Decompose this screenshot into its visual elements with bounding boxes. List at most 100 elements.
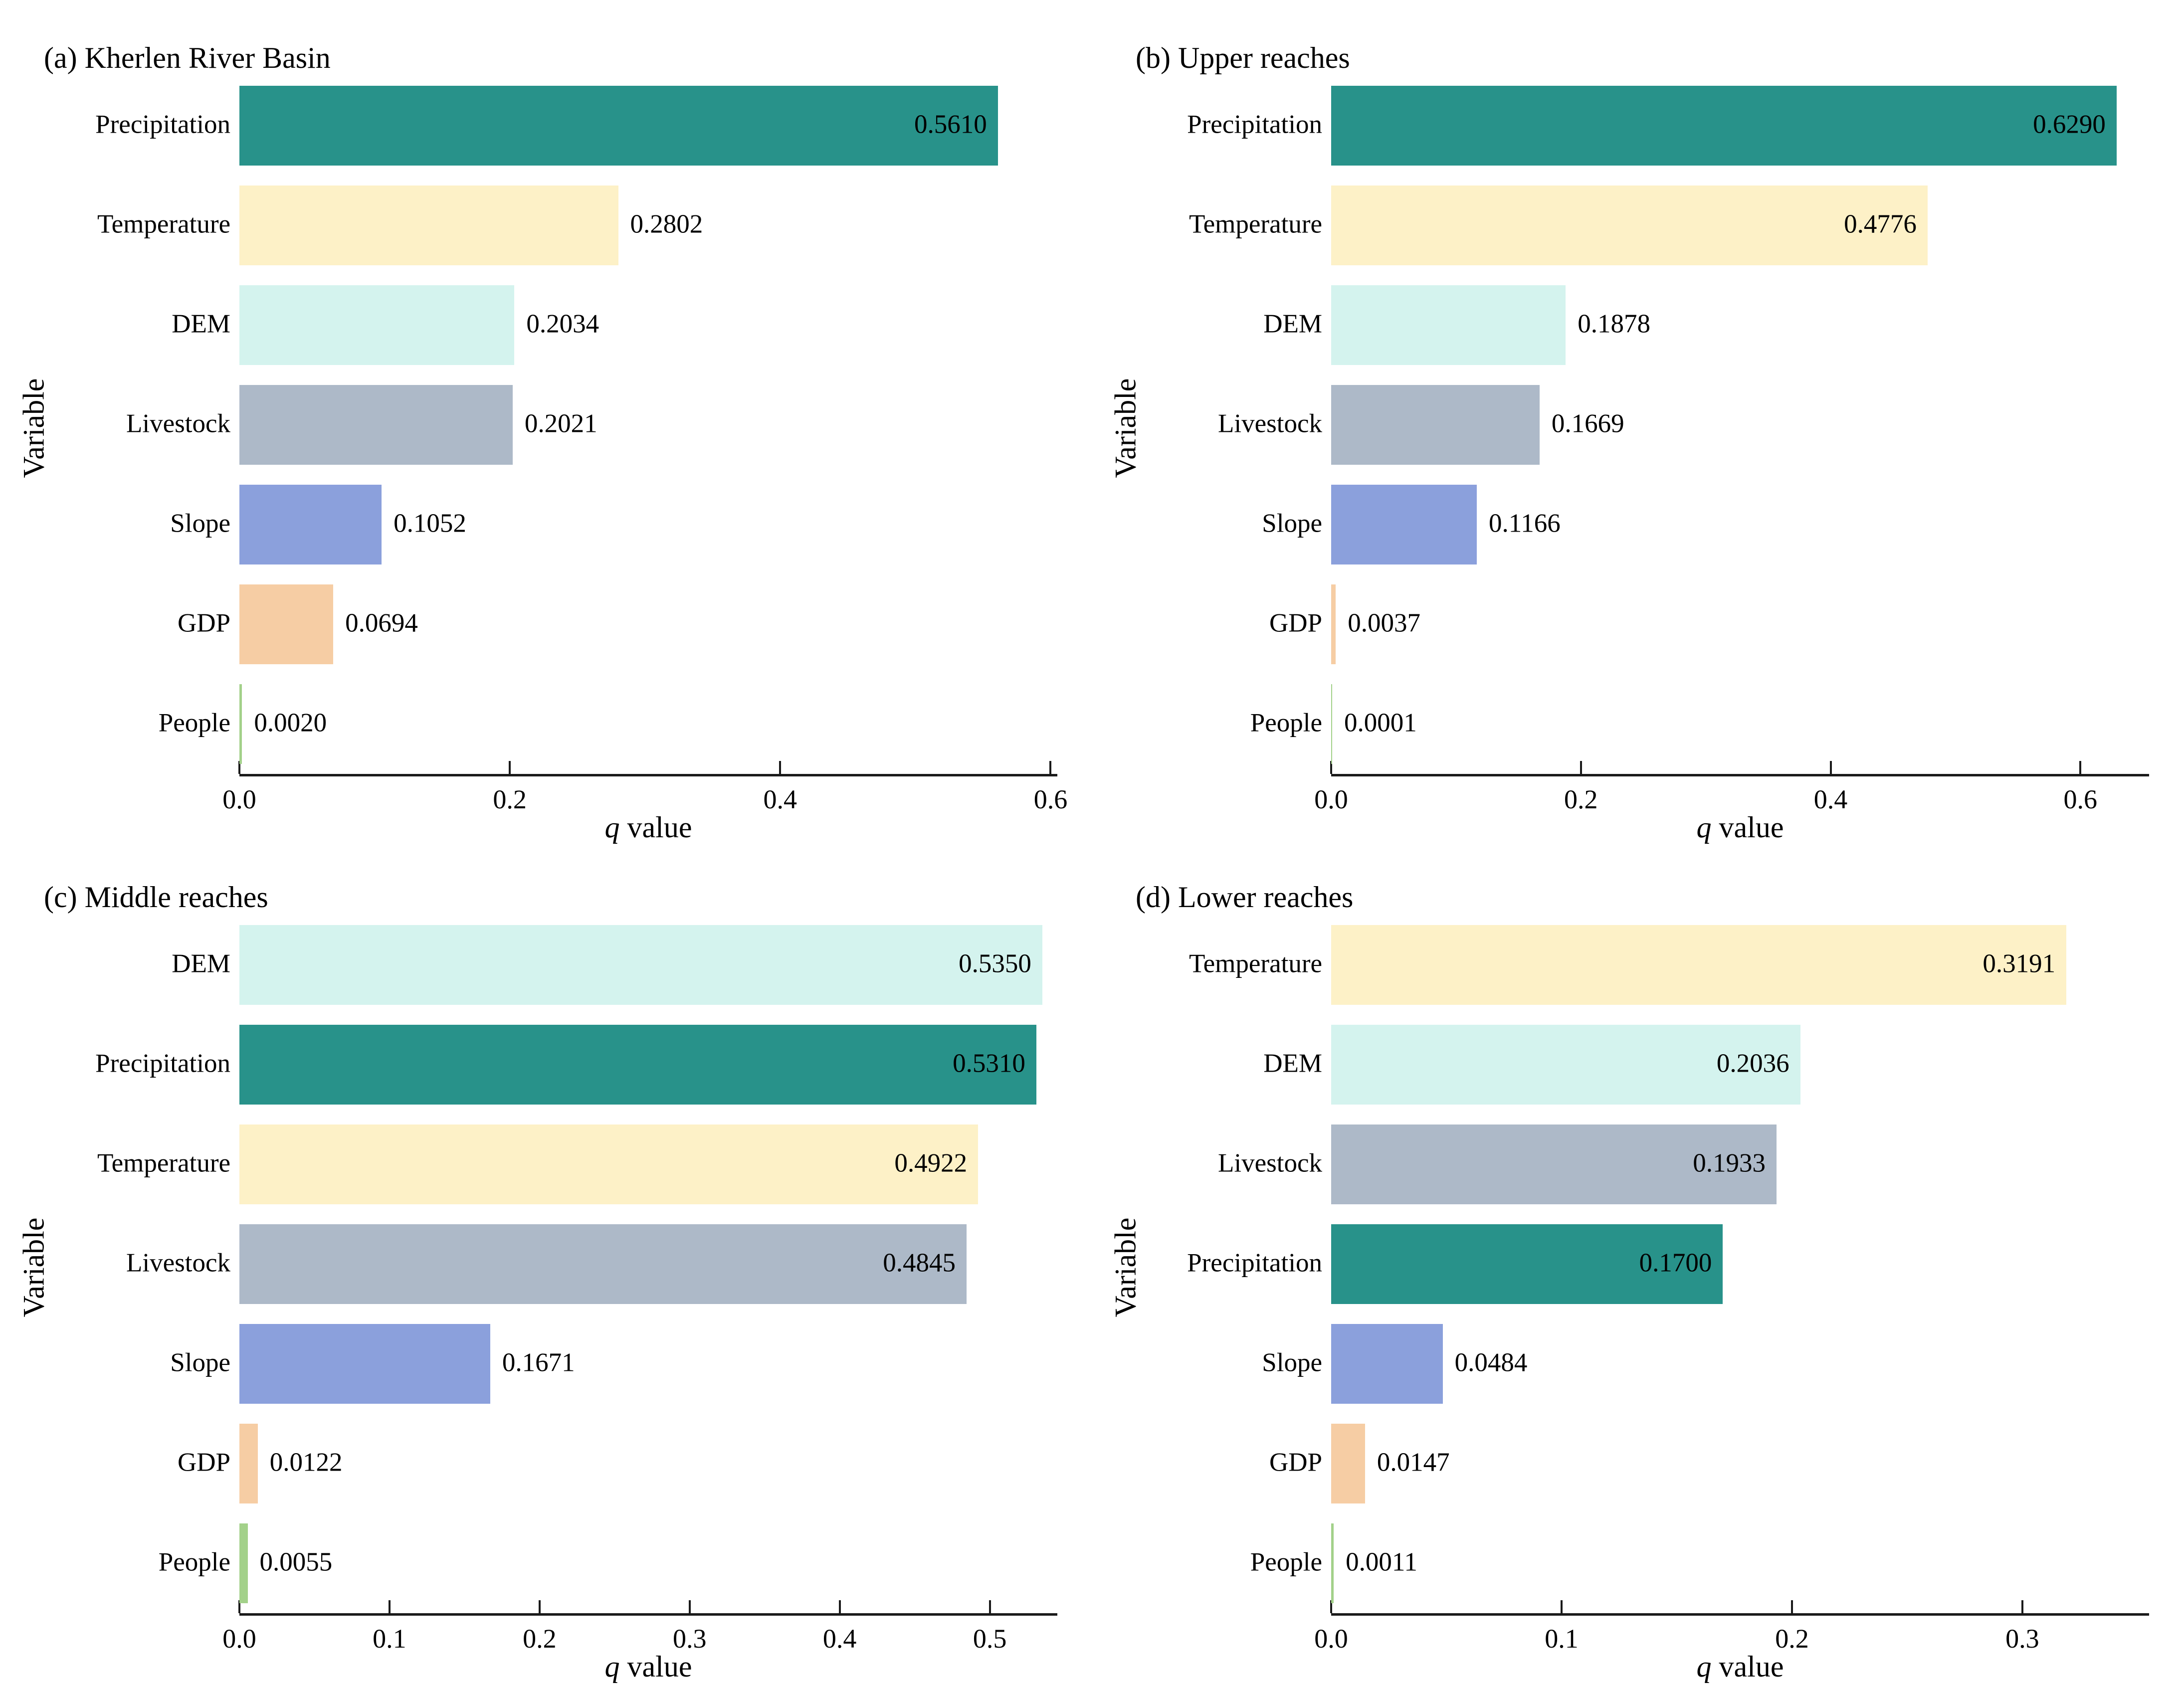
panel-title: (c) Middle reaches	[44, 881, 268, 914]
x-tick-label: 0.2	[1564, 784, 1598, 814]
x-tick-mark	[1790, 1600, 1793, 1613]
value-label-people: 0.0011	[1346, 1547, 1417, 1577]
x-tick-label: 0.0	[222, 1624, 256, 1654]
category-label-livestock: Livestock	[1218, 1148, 1322, 1178]
bar-precipitation	[239, 86, 998, 166]
value-label-temperature: 0.4922	[894, 1148, 968, 1178]
x-tick-label: 0.2	[493, 784, 527, 814]
x-axis-label-rest: value	[619, 1650, 692, 1683]
value-label-people: 0.0001	[1344, 708, 1417, 738]
bar-people	[239, 684, 242, 764]
value-label-livestock: 0.1669	[1551, 409, 1624, 438]
x-tick-mark	[1560, 1600, 1563, 1613]
category-label-dem: DEM	[172, 949, 230, 978]
x-tick-mark	[838, 1600, 841, 1613]
category-label-gdp: GDP	[177, 608, 230, 638]
bar-temperature	[239, 1124, 979, 1204]
bar-slope	[1331, 485, 1477, 564]
bar-gdp	[1331, 1424, 1365, 1503]
x-tick-label: 0.0	[222, 784, 256, 814]
value-label-dem: 0.5350	[959, 949, 1031, 978]
category-label-precipitation: Precipitation	[95, 1049, 230, 1078]
x-tick-mark	[779, 761, 782, 774]
category-label-gdp: GDP	[1269, 608, 1322, 638]
x-tick-mark	[989, 1600, 991, 1613]
value-label-slope: 0.1052	[394, 509, 466, 538]
x-tick-label: 0.1	[1545, 1624, 1579, 1654]
plot-area: 0.0 0.1 0.2 0.3 Temperature 0.3191 DEM 0.2036 Li…	[1092, 839, 2184, 1679]
x-axis-label: q value	[605, 810, 692, 845]
value-label-gdp: 0.0122	[269, 1448, 343, 1477]
value-label-dem: 0.2034	[526, 309, 599, 339]
value-label-livestock: 0.4845	[883, 1248, 956, 1278]
panel-title: (a) Kherlen River Basin	[44, 41, 331, 74]
bar-precipitation	[1331, 1224, 1723, 1304]
x-tick-label: 0.4	[822, 1624, 857, 1654]
category-label-temperature: Temperature	[97, 1148, 230, 1178]
value-label-precipitation: 0.5310	[953, 1049, 1025, 1078]
bar-dem	[239, 285, 515, 365]
category-label-slope: Slope	[170, 1348, 230, 1377]
bar-dem	[239, 925, 1042, 1005]
category-label-slope: Slope	[1262, 509, 1322, 538]
x-axis-label-rest: value	[1711, 1650, 1784, 1683]
x-axis-label-q: q	[604, 1650, 620, 1683]
x-tick-mark	[2021, 1600, 2023, 1613]
category-label-livestock: Livestock	[126, 409, 230, 438]
category-label-gdp: GDP	[1269, 1448, 1322, 1477]
bar-gdp	[1331, 584, 1336, 664]
panel-a-kherlen-river-basin: (a) Kherlen River Basin Variable 0.0 0.2 0…	[0, 0, 1092, 844]
bar-precipitation	[239, 1025, 1036, 1105]
category-label-dem: DEM	[1263, 309, 1322, 339]
value-label-gdp: 0.0694	[345, 608, 418, 638]
category-label-livestock: Livestock	[126, 1248, 230, 1278]
x-axis-label-q: q	[604, 811, 620, 844]
bar-temperature	[1331, 925, 2067, 1005]
value-label-precipitation: 0.1700	[1639, 1248, 1712, 1278]
value-label-precipitation: 0.5610	[914, 110, 987, 139]
category-label-slope: Slope	[1262, 1348, 1322, 1377]
value-label-people: 0.0055	[259, 1547, 333, 1577]
x-tick-mark	[1330, 761, 1332, 774]
x-tick-mark	[688, 1600, 691, 1613]
bar-gdp	[239, 1424, 258, 1503]
value-label-temperature: 0.2802	[630, 209, 703, 239]
plot-area: 0.0 0.2 0.4 0.6 Precipitation 0.6290 Temperatu…	[1092, 0, 2184, 839]
panel-b-upper-reaches: (b) Upper reaches Variable 0.0 0.2 0.4 0.6 P…	[1092, 0, 2184, 844]
x-tick-mark	[2079, 761, 2082, 774]
panel-d-lower-reaches: (d) Lower reaches Variable 0.0 0.1 0.2 0.3 T…	[1092, 839, 2184, 1683]
value-label-people: 0.0020	[254, 708, 327, 738]
bar-temperature	[239, 186, 618, 265]
x-tick-label: 0.0	[1314, 1624, 1348, 1654]
category-label-precipitation: Precipitation	[1187, 110, 1322, 139]
x-axis-label-q: q	[1696, 1650, 1712, 1683]
category-label-temperature: Temperature	[1189, 209, 1322, 239]
panel-title: (d) Lower reaches	[1136, 881, 1354, 914]
category-label-temperature: Temperature	[97, 209, 230, 239]
bar-livestock	[239, 1224, 967, 1304]
x-axis-label: q value	[1697, 1650, 1784, 1684]
x-axis-line	[239, 774, 1057, 776]
x-tick-label: 0.1	[373, 1624, 406, 1654]
bar-dem	[1331, 1025, 1800, 1105]
x-tick-mark	[238, 1600, 240, 1613]
bar-people	[239, 1523, 248, 1603]
x-axis-label: q value	[605, 1650, 692, 1684]
bar-slope	[239, 1324, 490, 1404]
value-label-precipitation: 0.6290	[2033, 110, 2106, 139]
x-tick-label: 0.2	[1775, 1624, 1809, 1654]
category-label-dem: DEM	[172, 309, 230, 339]
x-tick-label: 0.5	[973, 1624, 1007, 1654]
category-label-livestock: Livestock	[1218, 409, 1322, 438]
panel-title: (b) Upper reaches	[1136, 41, 1350, 74]
value-label-slope: 0.1166	[1488, 509, 1561, 538]
value-label-gdp: 0.0147	[1377, 1448, 1450, 1477]
category-label-people: People	[158, 708, 230, 738]
value-label-dem: 0.1878	[1578, 309, 1650, 339]
x-tick-label: 0.3	[2005, 1624, 2039, 1654]
category-label-gdp: GDP	[177, 1448, 230, 1477]
x-tick-label: 0.4	[1813, 784, 1848, 814]
x-tick-mark	[1829, 761, 1832, 774]
category-label-dem: DEM	[1263, 1049, 1322, 1078]
x-tick-mark	[1049, 761, 1052, 774]
